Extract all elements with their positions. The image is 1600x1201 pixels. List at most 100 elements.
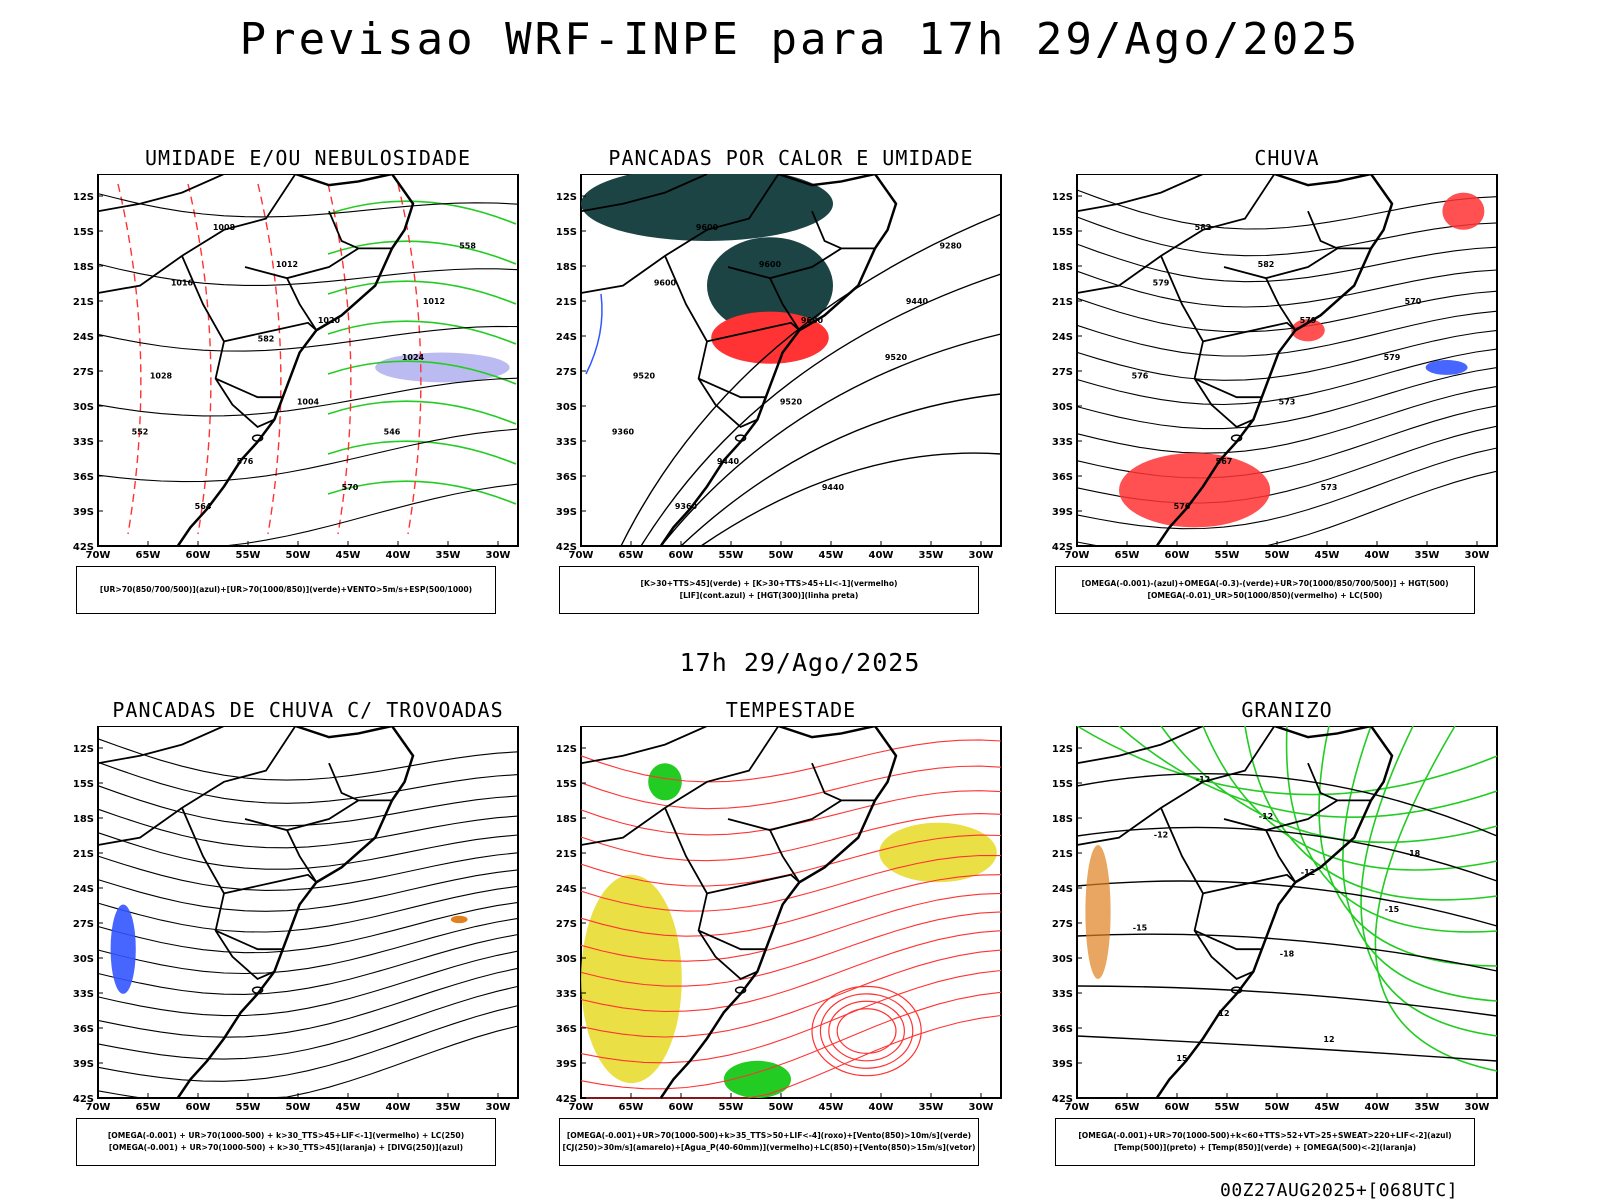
geopotential-contour bbox=[660, 333, 1002, 547]
lat-tick-label: 24S bbox=[556, 884, 577, 895]
lat-tick-label: 27S bbox=[1052, 367, 1073, 378]
contour-label: 558 bbox=[459, 241, 476, 250]
weather-map: 582 582 579 579 579 576 573 570 567 573 576 12S 15S 1… bbox=[1052, 174, 1498, 561]
country-border bbox=[664, 807, 758, 981]
panel-trovoadas: PANCADAS DE CHUVA C/ TROVOADAS 12S 15S 18S… bbox=[58, 698, 558, 1178]
coastline bbox=[1155, 726, 1394, 1099]
panel-chuva: CHUVA 582 582 579 579 579 576 573 570 567 573 576 1… bbox=[1037, 146, 1537, 626]
country-border bbox=[1265, 829, 1297, 883]
lat-tick-label: 33S bbox=[1052, 437, 1073, 448]
country-border bbox=[97, 174, 297, 294]
streamline bbox=[580, 874, 1002, 937]
lat-tick-label: 12S bbox=[1052, 744, 1073, 755]
lat-tick-label: 12S bbox=[556, 192, 577, 203]
streamline bbox=[1076, 348, 1498, 406]
humidity-contour-low bbox=[327, 440, 517, 465]
temp500-contour bbox=[1076, 880, 1498, 927]
lat-tick-label: 39S bbox=[556, 507, 577, 518]
cyclone-ring bbox=[828, 1000, 906, 1062]
lat-tick-label: 21S bbox=[556, 297, 577, 308]
rain-area-blue bbox=[1425, 360, 1468, 375]
humidity-contour-low bbox=[327, 280, 517, 305]
lat-tick-label: 12S bbox=[1052, 192, 1073, 203]
lake-outline bbox=[734, 986, 747, 994]
legend-line: [K>30+TTS>45](verde) + [K>30+TTS>45+LI<-… bbox=[640, 579, 898, 588]
lon-tick-label: 65W bbox=[1115, 550, 1140, 561]
streamline bbox=[97, 950, 519, 1017]
country-border bbox=[727, 799, 842, 832]
lon-tick-label: 70W bbox=[86, 550, 111, 561]
country-border bbox=[706, 321, 800, 343]
temp850-contour bbox=[1160, 726, 1498, 844]
contour-label: -12 bbox=[1196, 775, 1210, 784]
country-border bbox=[223, 321, 317, 343]
contour-label: 564 bbox=[195, 502, 212, 511]
panel-legend: [OMEGA(-0.001)+UR>70(1000-500)+k>35_TTS>… bbox=[559, 1118, 979, 1166]
lon-tick-label: 65W bbox=[136, 550, 161, 561]
lat-tick-label: 27S bbox=[73, 919, 94, 930]
legend-line: [LIF](cont.azul) + [HGT(300)](linha pret… bbox=[679, 591, 859, 600]
humidity-contour-low bbox=[327, 240, 517, 265]
streamline bbox=[97, 428, 519, 483]
legend-line: [Temp(500)](preto) + [Temp(850)](verde) … bbox=[1113, 1143, 1417, 1152]
humidity-area-upper bbox=[375, 352, 510, 383]
instability-area-green bbox=[581, 174, 833, 241]
lon-tick-label: 35W bbox=[436, 1102, 461, 1113]
panel-umidade: UMIDADE E/OU NEBULOSIDADE 1008 1012 1016 10… bbox=[58, 146, 558, 626]
lon-tick-label: 35W bbox=[919, 1102, 944, 1113]
instability-area-green bbox=[707, 237, 833, 334]
wind-area-green bbox=[723, 1060, 791, 1098]
country-border bbox=[1076, 174, 1276, 294]
lon-tick-label: 65W bbox=[136, 1102, 161, 1113]
cyclone-ring bbox=[836, 1008, 897, 1054]
contour-label: 579 bbox=[1384, 353, 1401, 362]
divergence-area-blue bbox=[110, 904, 136, 994]
contour-label: -12 bbox=[1259, 812, 1273, 821]
contour-label: 1012 bbox=[423, 297, 445, 306]
panel-title: CHUVA bbox=[1254, 146, 1320, 170]
streamline bbox=[580, 739, 1002, 783]
contour-label: 579 bbox=[1300, 316, 1317, 325]
country-border bbox=[1307, 762, 1371, 802]
lon-tick-label: 30W bbox=[486, 550, 511, 561]
contour-label: 9600 bbox=[801, 316, 824, 325]
main-title: Previsao WRF-INPE para 17h 29/Ago/2025 bbox=[239, 14, 1361, 65]
temp850-contour bbox=[1318, 726, 1498, 967]
lon-tick-label: 70W bbox=[569, 1102, 594, 1113]
lat-tick-label: 24S bbox=[73, 884, 94, 895]
lat-tick-label: 15S bbox=[556, 227, 577, 238]
lat-tick-label: 18S bbox=[556, 814, 577, 825]
country-border bbox=[181, 807, 275, 981]
lat-tick-label: 39S bbox=[73, 507, 94, 518]
wind-area-green bbox=[648, 763, 682, 801]
lon-tick-label: 50W bbox=[1265, 550, 1290, 561]
lon-tick-label: 30W bbox=[1465, 1102, 1490, 1113]
lat-tick-label: 15S bbox=[1052, 779, 1073, 790]
lat-tick-label: 39S bbox=[556, 1059, 577, 1070]
lat-tick-label: 21S bbox=[1052, 297, 1073, 308]
contour-label: 582 bbox=[1195, 223, 1212, 232]
lon-tick-label: 45W bbox=[1315, 550, 1340, 561]
contour-label: -18 bbox=[1406, 849, 1421, 858]
country-border bbox=[1076, 726, 1276, 846]
panel-legend: [OMEGA(-0.001) + UR>70(1000-500) + k>30_… bbox=[76, 1118, 496, 1166]
streamline bbox=[1076, 447, 1498, 530]
temp850-contour bbox=[1202, 726, 1498, 871]
streamline bbox=[580, 991, 1002, 1090]
lon-tick-label: 30W bbox=[969, 1102, 994, 1113]
lon-tick-label: 30W bbox=[1465, 550, 1490, 561]
lat-tick-label: 36S bbox=[73, 472, 94, 483]
contour-label: 1024 bbox=[402, 353, 425, 362]
legend-line: [OMEGA(-0.001)+UR>70(1000-500)+k<60+TTS>… bbox=[1078, 1131, 1452, 1140]
coastline bbox=[659, 174, 898, 547]
lon-tick-label: 55W bbox=[236, 550, 261, 561]
lon-tick-label: 40W bbox=[1365, 550, 1390, 561]
lake-outline bbox=[251, 986, 264, 994]
lon-tick-label: 30W bbox=[486, 1102, 511, 1113]
contour-label: 9600 bbox=[759, 260, 782, 269]
thickness-contour bbox=[257, 183, 282, 535]
lat-tick-label: 24S bbox=[1052, 884, 1073, 895]
weather-map: 9600 9600 9600 9600 9520 9520 9520 9440 9440 9440… bbox=[556, 174, 1002, 561]
map-frame bbox=[1076, 726, 1498, 1099]
streamline bbox=[1076, 329, 1498, 381]
